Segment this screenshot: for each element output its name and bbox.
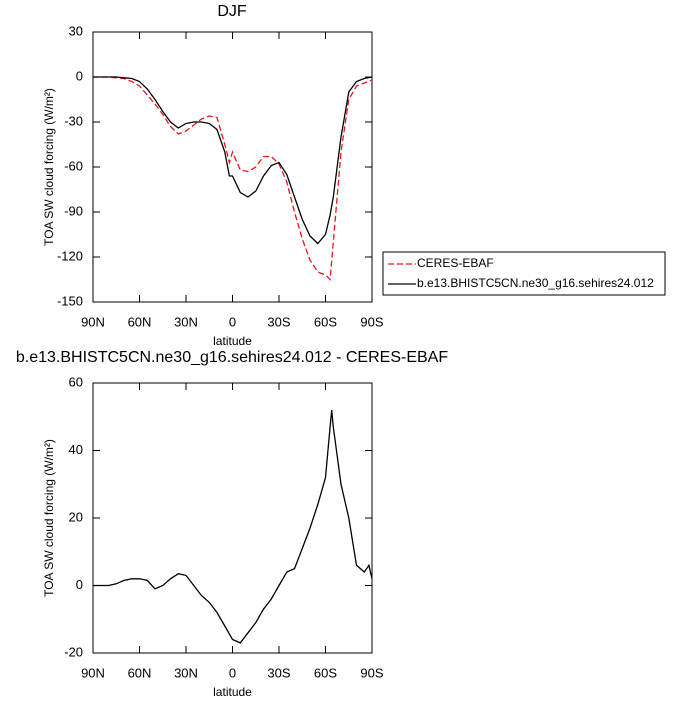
x-tick-label: 60S — [314, 314, 337, 329]
legend-box — [382, 251, 666, 296]
y-tick-label: -60 — [64, 158, 83, 173]
y-tick-label: 0 — [76, 577, 83, 592]
x-tick-label: 60N — [128, 665, 152, 680]
series-line — [93, 409, 373, 644]
x-tick-label: 90N — [81, 665, 105, 680]
chart-title: DJF — [217, 3, 247, 20]
y-axis-label: TOA SW cloud forcing (W/m²) — [42, 439, 56, 597]
y-axis-label: TOA SW cloud forcing (W/m²) — [42, 88, 56, 246]
x-tick-label: 30N — [174, 665, 198, 680]
x-axis-label: latitude — [213, 334, 252, 348]
y-tick-label: -20 — [64, 644, 83, 659]
x-tick-label: 30N — [174, 314, 198, 329]
x-axis-label: latitude — [213, 685, 252, 699]
y-tick-label: 40 — [69, 442, 83, 457]
chart-title: b.e13.BHISTC5CN.ne30_g16.sehires24.012 -… — [16, 349, 448, 366]
x-tick-label: 60N — [128, 314, 152, 329]
x-tick-label: 90N — [81, 314, 105, 329]
y-tick-label: 20 — [69, 509, 83, 524]
legend-label: CERES-EBAF — [417, 256, 494, 270]
x-tick-label: 60S — [314, 665, 337, 680]
y-tick-label: 0 — [76, 68, 83, 83]
x-tick-label: 0 — [229, 314, 236, 329]
y-tick-label: 30 — [69, 23, 83, 38]
y-tick-label: -90 — [64, 203, 83, 218]
x-tick-label: 30S — [267, 314, 290, 329]
y-tick-label: 60 — [69, 374, 83, 389]
x-tick-label: 30S — [267, 665, 290, 680]
legend-label: b.e13.BHISTC5CN.ne30_g16.sehires24.012 — [417, 276, 654, 290]
plot-frame — [92, 382, 373, 654]
x-tick-label: 90S — [360, 665, 383, 680]
series-line — [93, 76, 373, 245]
y-tick-label: -120 — [57, 248, 83, 263]
y-tick-label: -30 — [64, 113, 83, 128]
plot-frame — [92, 31, 373, 303]
series-line — [93, 76, 373, 281]
x-tick-label: 0 — [229, 665, 236, 680]
y-tick-label: -150 — [57, 293, 83, 308]
x-tick-label: 90S — [360, 314, 383, 329]
